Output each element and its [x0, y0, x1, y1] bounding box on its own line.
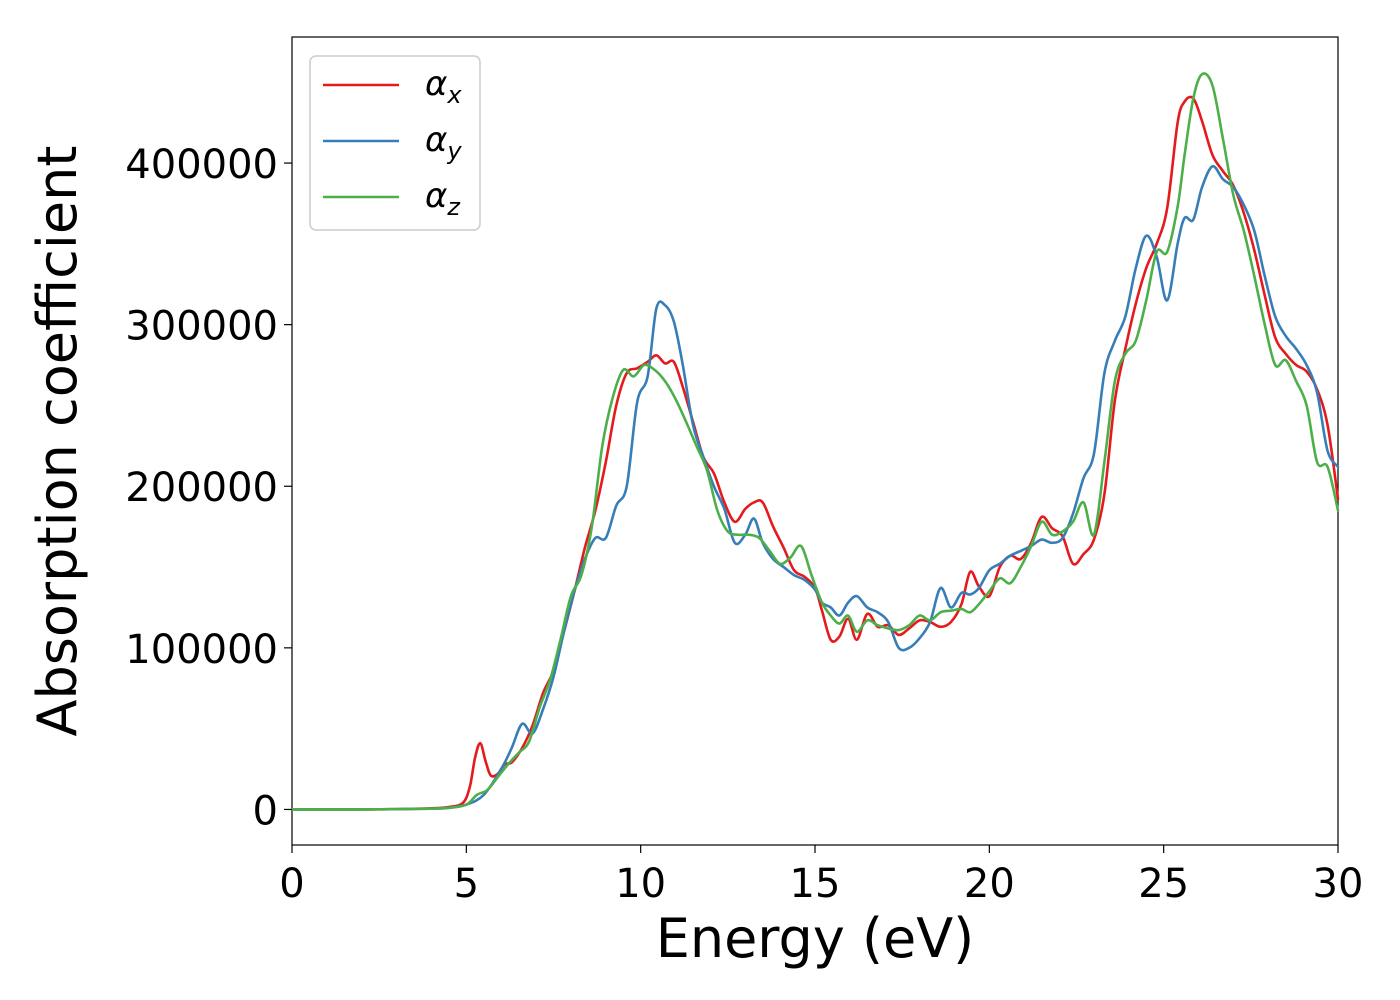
- y-axis-label: Absorption coefficient: [26, 146, 89, 737]
- y-tick-label: 200000: [125, 465, 278, 511]
- legend-subscript: y: [446, 137, 462, 165]
- series-line-z: [290, 72, 1340, 811]
- series-line-y: [290, 164, 1340, 811]
- legend-symbol: α: [425, 120, 447, 160]
- x-axis-label: Energy (eV): [656, 907, 975, 970]
- x-tick-label: 10: [615, 861, 666, 907]
- x-tick-label: 30: [1313, 861, 1364, 907]
- x-tick-label: 5: [454, 861, 479, 907]
- x-tick-label: 0: [279, 861, 304, 907]
- y-axis-ticks: 0 100000 200000 300000 400000: [125, 142, 292, 834]
- x-tick-label: 25: [1138, 861, 1189, 907]
- legend-symbol: α: [425, 176, 447, 216]
- legend-symbol: α: [425, 64, 447, 104]
- legend-box: [309, 55, 481, 231]
- legend-label-x: αx: [425, 64, 462, 109]
- y-tick-label: 0: [253, 788, 278, 834]
- legend-subscript: z: [446, 193, 461, 221]
- x-axis-ticks: 0 5 10 15 20 25 30: [279, 845, 1363, 907]
- series-line-x: [290, 95, 1340, 811]
- y-tick-label: 300000: [125, 304, 278, 350]
- y-tick-label: 400000: [125, 142, 278, 188]
- x-tick-label: 15: [790, 861, 841, 907]
- legend-label-y: αy: [425, 120, 462, 165]
- legend-subscript: x: [446, 81, 462, 109]
- y-tick-label: 100000: [125, 627, 278, 673]
- series-layer: [290, 72, 1340, 811]
- x-tick-label: 20: [964, 861, 1015, 907]
- legend-label-z: αz: [425, 176, 461, 221]
